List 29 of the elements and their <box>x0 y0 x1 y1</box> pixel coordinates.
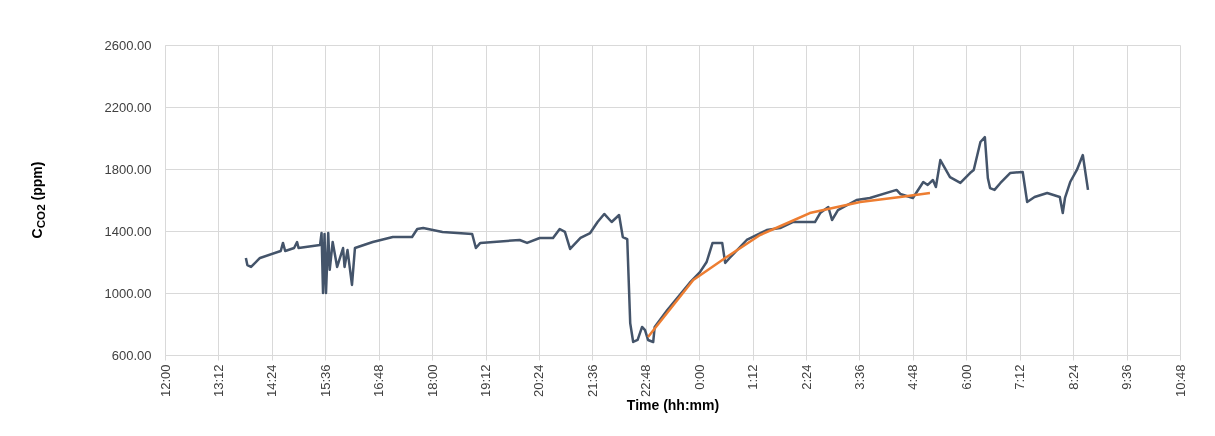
y-tick-label: 1400.00 <box>104 223 152 239</box>
line-series <box>646 191 932 339</box>
x-tick-label: 21:36 <box>584 364 600 398</box>
x-tick-label: 13:12 <box>210 364 226 398</box>
x-tick-label: 9:36 <box>1119 364 1135 390</box>
x-tick-label: 4:48 <box>905 364 921 390</box>
x-axis-title: Time (hh:mm) <box>626 397 720 414</box>
y-tick-label: 2200.00 <box>104 99 152 115</box>
x-tick-label: 10:48 <box>1172 364 1188 398</box>
x-tick-label: 6:00 <box>958 364 974 390</box>
x-tick-label: 20:24 <box>531 364 547 398</box>
y-tick-label: 1800.00 <box>104 161 152 177</box>
x-tick-label: 12:00 <box>157 364 173 398</box>
x-tick-label: 2:24 <box>798 364 814 390</box>
x-tick-label: 18:00 <box>424 364 440 398</box>
y-tick-label: 1000.00 <box>104 285 152 301</box>
x-tick-label: 15:36 <box>317 364 333 398</box>
y-tick-label: 600.00 <box>111 347 152 363</box>
y-tick-label: 2600.00 <box>104 37 152 53</box>
x-tick-label: 3:36 <box>851 364 867 390</box>
x-tick-label: 16:48 <box>371 364 387 398</box>
x-tick-label: 8:24 <box>1065 364 1081 390</box>
line-series <box>244 135 1090 344</box>
x-tick-label: 22:48 <box>638 364 654 398</box>
x-tick-label: 1:12 <box>745 364 761 390</box>
x-tick-label: 7:12 <box>1012 364 1028 390</box>
x-tick-label: 14:24 <box>264 364 280 398</box>
x-tick-label: 19:12 <box>478 364 494 398</box>
x-tick-label: 0:00 <box>691 364 707 390</box>
